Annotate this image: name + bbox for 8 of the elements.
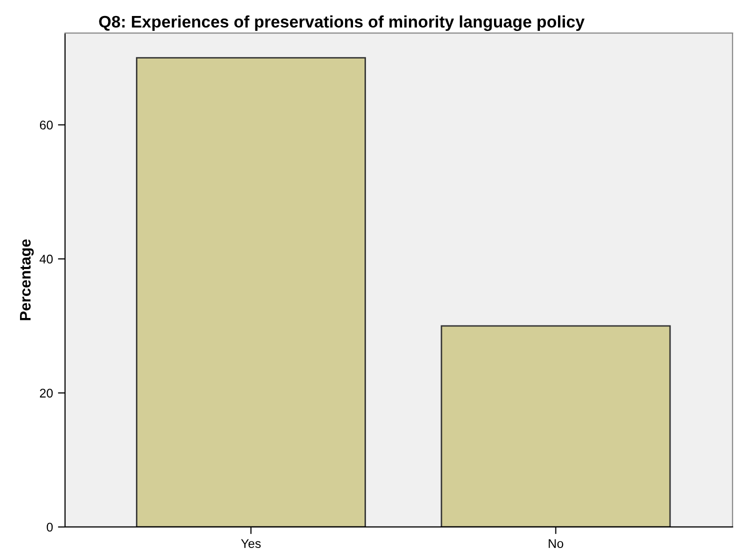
y-tick-label: 60 [40,120,53,130]
chart-title: Q8: Experiences of preservations of minority language policy [99,15,585,31]
y-tick-label: 40 [40,254,53,264]
y-tick-label: 20 [40,388,53,398]
x-tick-label: No [548,539,564,548]
x-tick-label: Yes [241,539,261,548]
y-tick-label: 0 [46,522,53,532]
y-axis-title: Percentage [20,239,34,320]
